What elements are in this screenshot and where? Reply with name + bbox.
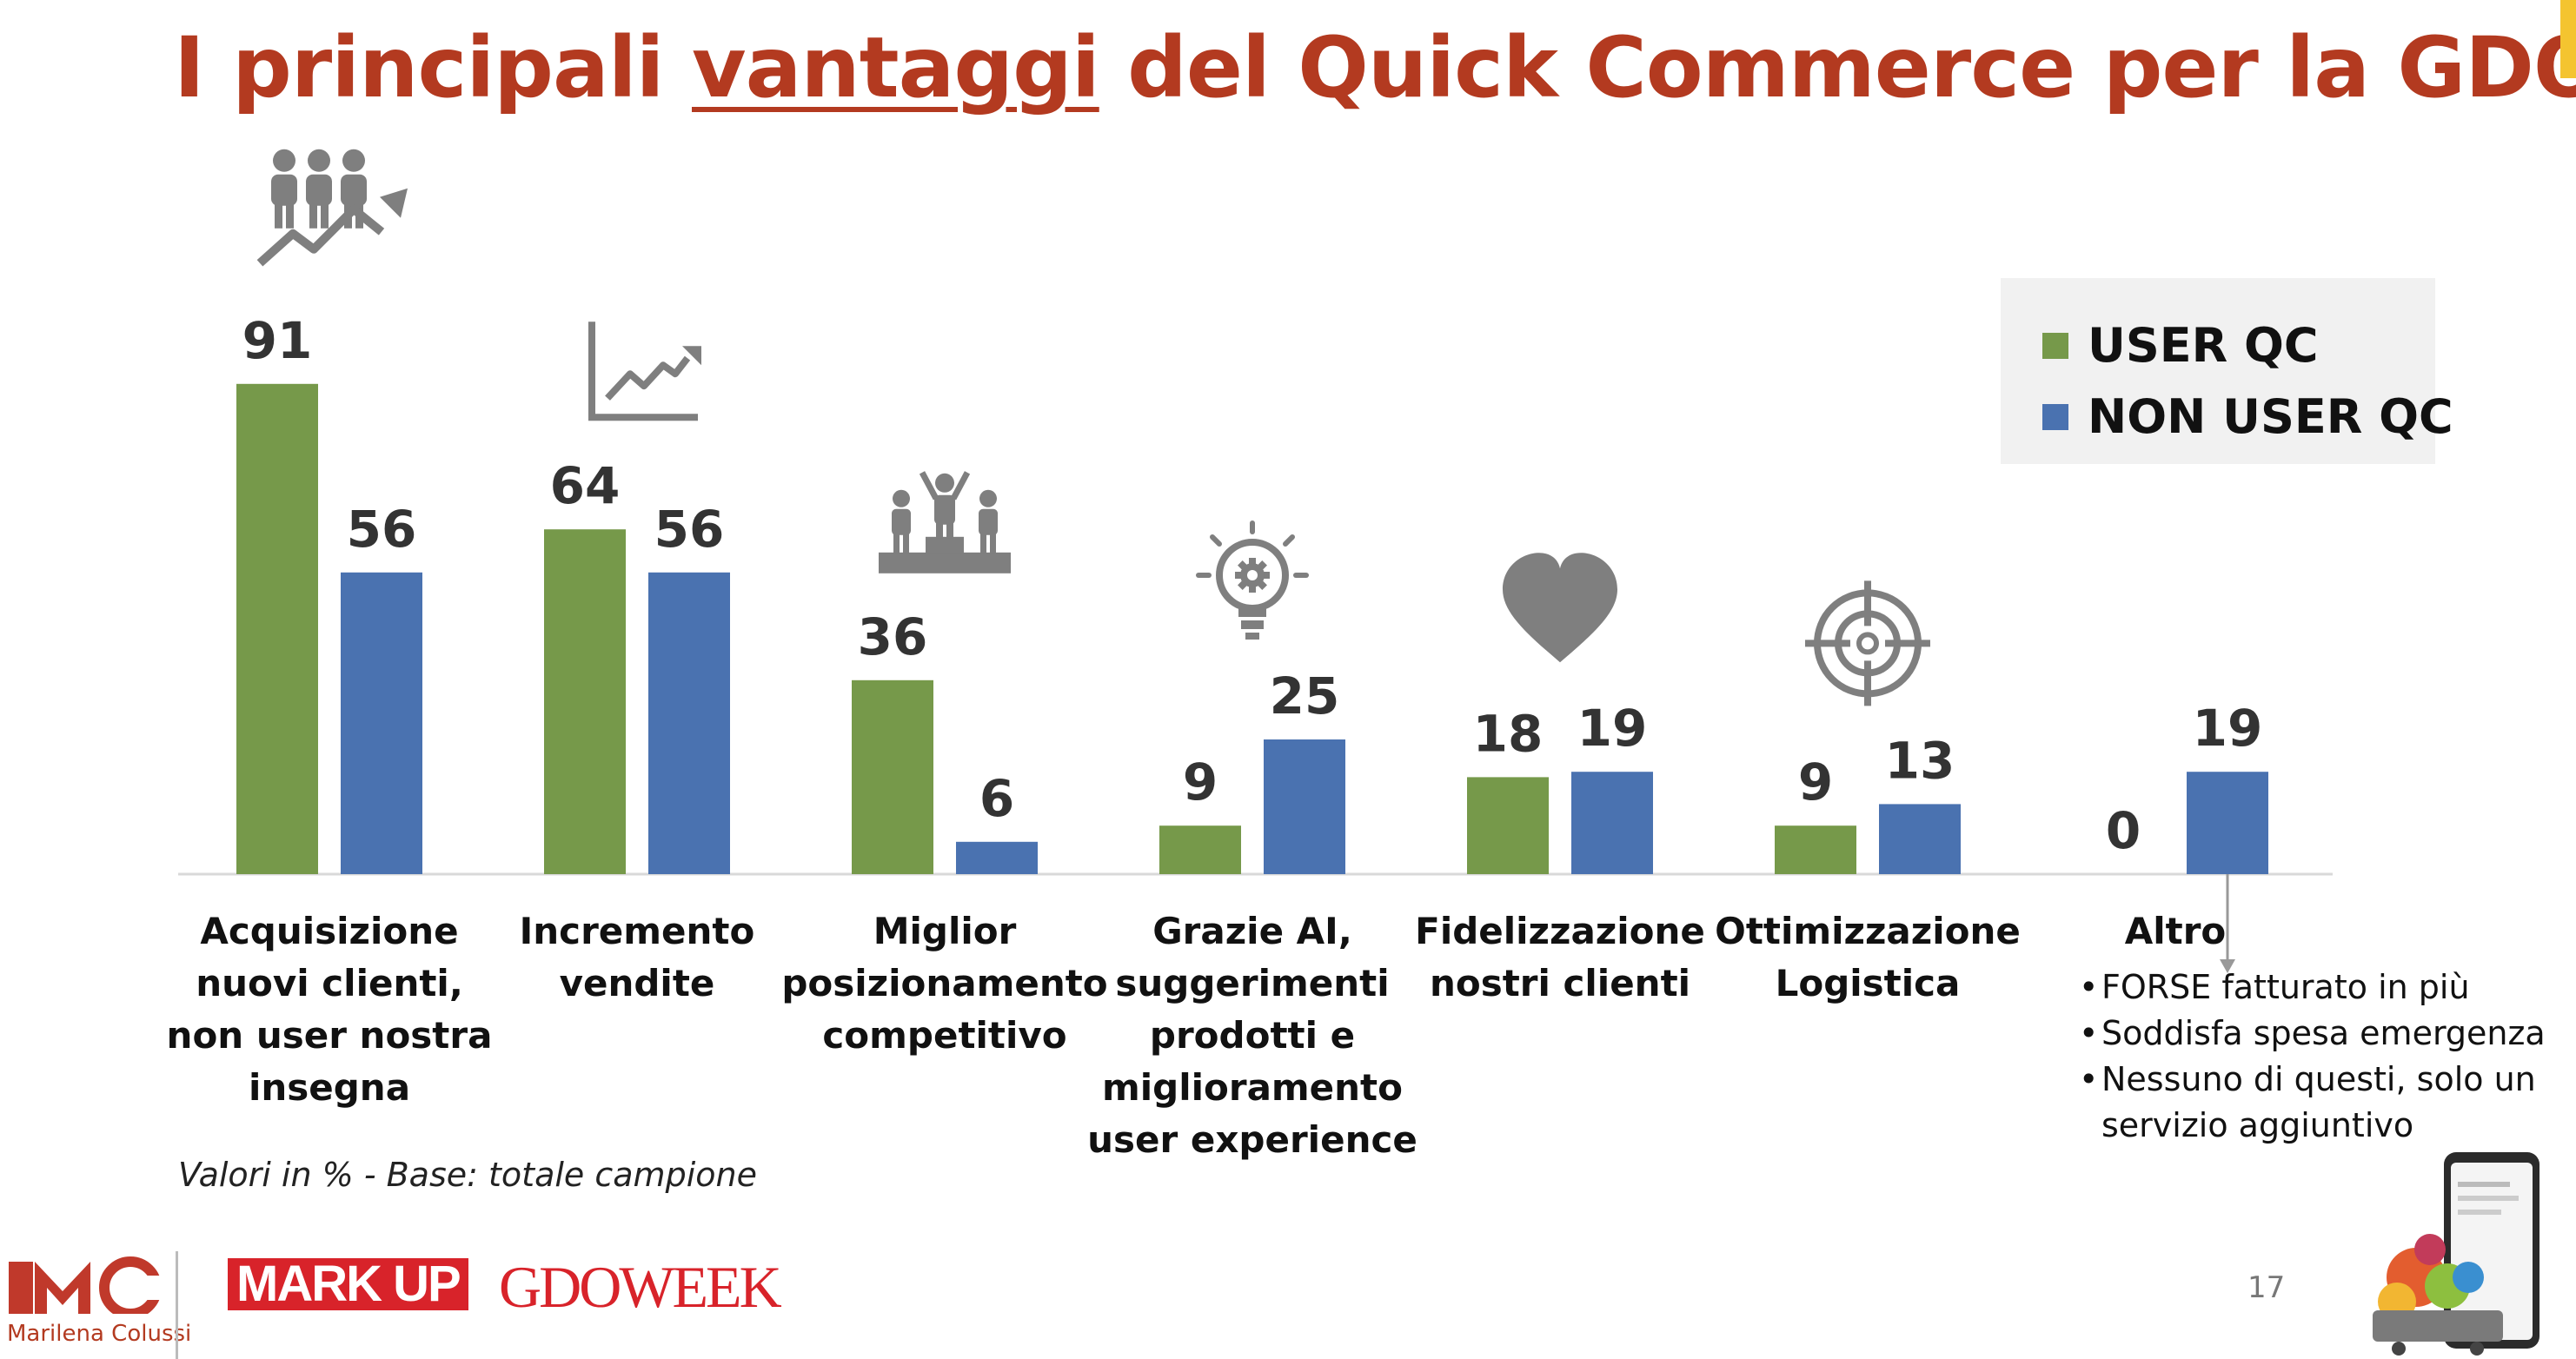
category-label: user experience — [1087, 1118, 1417, 1161]
title-part-1: I principali — [174, 19, 692, 116]
gdoweek-logo: GDOWEEK — [499, 1254, 782, 1320]
bar-non-user-qc — [2187, 772, 2268, 874]
bar-user-qc — [852, 680, 933, 874]
lightbulb-gear-icon — [1196, 520, 1309, 640]
data-label: 18 — [1473, 704, 1544, 763]
category-label: prodotti e — [1150, 1014, 1355, 1057]
page-title: I principali vantaggi del Quick Commerce… — [174, 19, 2576, 116]
legend-item-user-qc: USER QC — [2042, 318, 2319, 373]
logo-divider — [176, 1251, 178, 1359]
altro-detail-item: FORSE fatturato in più — [2079, 965, 2553, 1011]
category-label: Ottimizzazione — [1715, 910, 2021, 952]
bar-non-user-qc — [956, 841, 1038, 874]
category-label: insegna — [249, 1066, 410, 1109]
bar-user-qc — [236, 383, 318, 874]
people-growth-icon — [256, 149, 408, 267]
category-label: Miglior — [873, 910, 1017, 952]
data-label: 6 — [979, 769, 1014, 828]
bar-user-qc — [1775, 825, 1856, 874]
base-note: Valori in % - Base: totale campione — [178, 1156, 757, 1194]
altro-detail-item: Soddisfa spesa emergenza — [2079, 1011, 2553, 1057]
data-label: 19 — [1577, 699, 1648, 758]
category-label: Grazie AI, — [1152, 910, 1352, 952]
data-label: 56 — [347, 500, 417, 559]
category-label: vendite — [560, 962, 715, 1004]
podium-icon — [879, 471, 1011, 573]
bar-non-user-qc — [1571, 772, 1653, 874]
category-label: Altro — [2125, 910, 2227, 952]
phone-grocery-illustration — [2373, 1152, 2539, 1356]
legend-label-non-user-qc: NON USER QC — [2088, 389, 2453, 444]
bar-user-qc — [544, 529, 626, 874]
altro-details-list: FORSE fatturato in più Soddisfa spesa em… — [2079, 965, 2553, 1149]
category-label: competitivo — [822, 1014, 1066, 1057]
chart-legend: USER QC NON USER QC — [2001, 278, 2453, 464]
bar-user-qc — [1159, 825, 1241, 874]
category-label: Logistica — [1776, 962, 1961, 1004]
data-label: 56 — [654, 500, 725, 559]
bar-user-qc — [1467, 777, 1549, 874]
category-label: nuovi clienti, — [196, 962, 463, 1004]
title-part-2: del Quick Commerce per la GDO — [1099, 19, 2576, 116]
category-label: posizionamento — [781, 962, 1107, 1004]
bar-non-user-qc — [1879, 804, 1961, 874]
title-underlined-word: vantaggi — [692, 19, 1100, 116]
bar-non-user-qc — [341, 572, 422, 874]
category-label: miglioramento — [1102, 1066, 1403, 1109]
data-label: 9 — [1183, 752, 1218, 812]
mc-logo-name: Marilena Colussi — [7, 1321, 192, 1347]
category-label: Incremento — [520, 910, 755, 952]
category-label: suggerimenti — [1115, 962, 1389, 1004]
page-number: 17 — [2247, 1270, 2286, 1305]
marilena-colussi-logo: Marilena Colussi — [0, 1251, 191, 1359]
legend-item-non-user-qc: NON USER QC — [2042, 389, 2453, 444]
bar-non-user-qc — [1264, 739, 1345, 874]
data-label: 64 — [550, 456, 621, 515]
target-icon — [1805, 580, 1930, 706]
legend-swatch-user-qc — [2042, 332, 2068, 359]
heart-icon — [1503, 553, 1617, 663]
data-label: 91 — [242, 311, 313, 370]
data-label: 19 — [2193, 699, 2263, 758]
category-label: non user nostra — [167, 1014, 493, 1057]
line-chart-icon — [588, 322, 701, 421]
bar-non-user-qc — [648, 572, 730, 874]
mc-logo-mark — [9, 1256, 165, 1314]
data-label: 36 — [858, 607, 928, 666]
legend-label-user-qc: USER QC — [2088, 318, 2319, 373]
category-label: Acquisizione — [200, 910, 458, 952]
data-label: 0 — [2106, 801, 2141, 860]
corner-accent-bar — [2560, 0, 2576, 78]
altro-detail-item: Nessuno di questi, solo un servizio aggi… — [2079, 1057, 2553, 1149]
category-label: nostri clienti — [1430, 962, 1690, 1004]
markup-logo: MARK UP — [228, 1258, 468, 1310]
legend-swatch-non-user-qc — [2042, 403, 2068, 430]
data-label: 13 — [1885, 731, 1955, 790]
category-label: Fidelizzazione — [1415, 910, 1705, 952]
data-label: 9 — [1798, 752, 1833, 812]
data-label: 25 — [1270, 666, 1340, 726]
